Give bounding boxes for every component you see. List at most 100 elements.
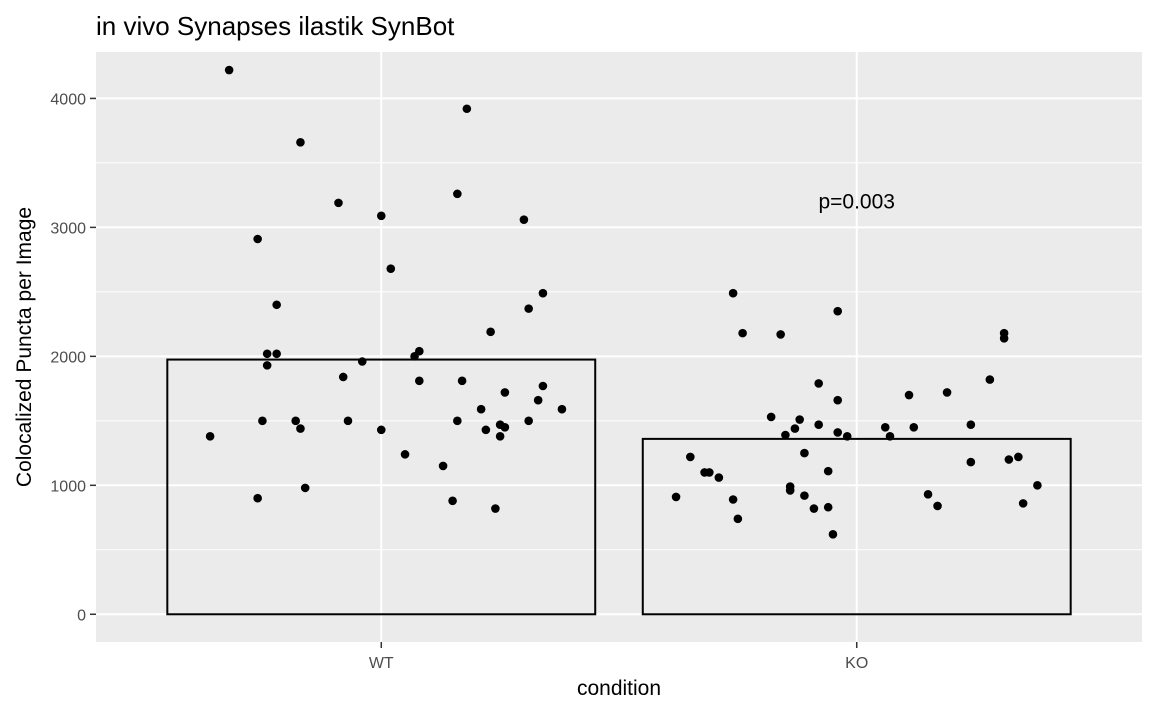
data-point-ko bbox=[705, 468, 714, 477]
data-point-ko bbox=[814, 379, 823, 388]
data-point-ko bbox=[904, 390, 914, 400]
data-point-ko bbox=[923, 490, 933, 499]
data-point-wt bbox=[300, 483, 310, 493]
data-point-ko bbox=[809, 504, 819, 513]
data-point-wt bbox=[533, 395, 543, 405]
data-point-ko bbox=[790, 424, 800, 433]
data-point-ko bbox=[738, 328, 747, 338]
p-value-annotation: p=0.003 bbox=[818, 191, 895, 214]
data-point-ko bbox=[833, 395, 843, 405]
data-point-ko bbox=[728, 495, 738, 504]
data-point-wt bbox=[481, 425, 491, 435]
data-point-ko bbox=[1014, 452, 1023, 462]
data-point-wt bbox=[357, 357, 367, 366]
data-point-wt bbox=[338, 372, 348, 382]
data-point-wt bbox=[291, 416, 300, 426]
data-point-ko bbox=[766, 412, 776, 422]
y-tick-label: 0 bbox=[77, 607, 86, 624]
data-point-ko bbox=[781, 430, 790, 440]
data-point-wt bbox=[376, 425, 386, 435]
data-point-wt bbox=[296, 137, 305, 147]
x-axis-title: condition bbox=[577, 677, 661, 700]
y-axis: 0 1000 2000 3000 4000 bbox=[50, 91, 96, 624]
data-point-ko bbox=[842, 432, 852, 441]
x-tick-label-ko: KO bbox=[845, 655, 868, 672]
data-point-ko bbox=[785, 482, 795, 491]
data-point-wt bbox=[334, 198, 343, 208]
data-point-wt bbox=[495, 432, 505, 441]
data-point-wt bbox=[500, 388, 510, 397]
data-point-wt bbox=[258, 416, 267, 426]
data-point-ko bbox=[686, 452, 695, 462]
data-point-ko bbox=[823, 502, 833, 512]
data-point-wt bbox=[253, 234, 262, 244]
data-point-wt bbox=[486, 327, 495, 337]
y-axis-title: Colocalized Puncta per Image bbox=[13, 207, 36, 487]
data-point-ko bbox=[985, 375, 995, 384]
data-point-ko bbox=[1018, 499, 1028, 508]
y-tick-label: 1000 bbox=[50, 478, 86, 495]
data-point-wt bbox=[262, 349, 272, 359]
data-point-wt bbox=[224, 65, 234, 75]
data-point-ko bbox=[880, 422, 890, 432]
data-point-ko bbox=[733, 514, 743, 524]
data-point-wt bbox=[557, 404, 567, 414]
data-point-ko bbox=[814, 420, 823, 429]
data-point-wt bbox=[272, 300, 281, 310]
data-point-ko bbox=[833, 428, 843, 437]
points bbox=[205, 65, 1042, 539]
data-point-ko bbox=[942, 388, 952, 397]
data-point-ko bbox=[933, 501, 942, 511]
data-point-ko bbox=[800, 448, 809, 458]
data-point-ko bbox=[795, 415, 804, 424]
data-point-ko bbox=[966, 420, 976, 429]
x-tick-label-wt: WT bbox=[369, 655, 394, 672]
data-point-ko bbox=[833, 306, 843, 316]
data-point-wt bbox=[386, 264, 396, 273]
data-point-ko bbox=[671, 492, 681, 502]
data-point-ko bbox=[728, 288, 738, 298]
data-point-wt bbox=[253, 493, 262, 503]
data-point-wt bbox=[462, 104, 472, 114]
data-point-wt bbox=[272, 349, 281, 359]
data-point-wt bbox=[538, 381, 548, 391]
bars bbox=[166, 358, 1072, 616]
y-tick-label: 2000 bbox=[50, 349, 86, 366]
data-point-ko bbox=[999, 328, 1009, 338]
data-point-wt bbox=[448, 496, 457, 506]
data-point-ko bbox=[714, 473, 724, 482]
data-point-ko bbox=[776, 330, 785, 339]
data-point-ko bbox=[800, 491, 809, 500]
data-point-wt bbox=[453, 189, 462, 199]
data-point-wt bbox=[453, 416, 462, 426]
data-point-wt bbox=[438, 461, 448, 471]
data-point-wt bbox=[415, 346, 424, 356]
data-point-ko bbox=[828, 530, 838, 539]
data-point-wt bbox=[205, 432, 215, 441]
data-point-ko bbox=[823, 466, 833, 476]
data-point-wt bbox=[476, 404, 486, 414]
data-point-ko bbox=[909, 422, 919, 432]
data-point-ko bbox=[966, 457, 976, 467]
data-point-wt bbox=[262, 361, 272, 370]
x-axis: WT KO bbox=[369, 642, 868, 672]
data-point-wt bbox=[538, 288, 548, 298]
data-point-wt bbox=[415, 376, 424, 386]
data-point-ko bbox=[1033, 481, 1042, 490]
y-tick-label: 4000 bbox=[50, 91, 86, 108]
data-point-ko bbox=[1004, 455, 1014, 464]
data-point-wt bbox=[296, 424, 305, 433]
data-point-wt bbox=[376, 211, 386, 221]
data-point-wt bbox=[457, 376, 467, 386]
data-point-wt bbox=[500, 422, 510, 432]
data-point-wt bbox=[343, 416, 353, 426]
bar-wt bbox=[166, 358, 597, 616]
data-point-wt bbox=[491, 504, 500, 513]
y-tick-label: 3000 bbox=[50, 220, 86, 237]
data-point-wt bbox=[519, 215, 529, 224]
data-point-wt bbox=[400, 450, 410, 459]
data-point-ko bbox=[885, 432, 895, 441]
grid-minor bbox=[96, 162, 1142, 551]
plot-panel bbox=[96, 52, 1142, 642]
